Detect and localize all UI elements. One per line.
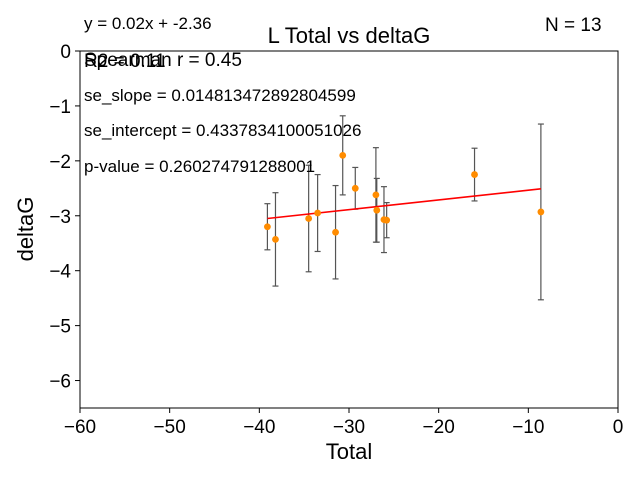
x-tick-label: −40 [243,417,275,438]
y-tick-label: −6 [49,372,71,393]
p-value-annotation: p-value = 0.260274791288001 [84,157,315,176]
data-point [314,209,322,217]
spearman-annotation: Spearman r = 0.45 [84,50,242,71]
fit-line [267,188,541,220]
y-tick-label: −4 [49,262,71,283]
equation-annotation: y = 0.02x + -2.36 [84,14,212,33]
x-tick-label: −50 [154,417,186,438]
y-tick-label: −2 [49,152,71,173]
data-point [339,151,347,159]
x-tick-label: −60 [64,417,96,438]
data-point [332,228,339,236]
data-point [537,208,545,216]
x-tick-label: −20 [423,417,455,438]
x-tick-label: −30 [333,417,365,438]
y-axis-label: deltaG [13,197,38,262]
se-slope-annotation: se_slope = 0.014813472892804599 [84,86,356,105]
y-tick-label: 0 [60,42,71,63]
y-tick-label: −1 [49,97,71,118]
data-point [383,216,391,224]
axis-ticks: −60 −50 −40 −30 −20 −10 0 0 −1 −2 −3 −4 −5 −6 [49,42,623,438]
y-tick-label: −5 [49,317,71,338]
data-point [471,171,478,178]
data-point [264,223,271,231]
r2-annotation: R2 = 0.11 [84,51,166,72]
data-point [372,191,380,199]
se-intercept-annotation: se_intercept = 0.4337834100051026 [84,121,361,140]
x-axis-label: Total [326,439,372,464]
x-tick-label: −10 [512,417,544,438]
data-point [305,215,313,222]
data-point [351,184,359,192]
data-point [272,235,279,243]
chart-title: L Total vs deltaG [268,23,431,48]
x-tick-label: 0 [613,417,624,438]
y-tick-label: −3 [49,207,71,228]
n-annotation: N = 13 [545,15,602,36]
data-point [373,206,381,214]
